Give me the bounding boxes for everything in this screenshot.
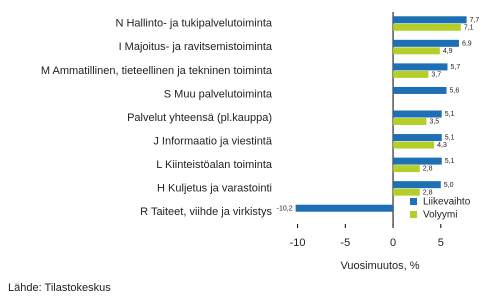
value-label: 4,3 [437,142,447,149]
bar [393,165,420,173]
bar [393,181,441,189]
bar [393,188,420,196]
x-tick-label: 5 [438,237,444,249]
bar [393,157,442,165]
category-label: L Kiinteistöalan toiminta [156,159,273,171]
value-label: 5,0 [444,182,454,189]
value-label: 5,1 [445,111,455,118]
category-label: S Muu palvelutoiminta [164,88,273,100]
legend-label: Liikevaihto [423,197,471,208]
value-label: 3,7 [431,71,441,78]
x-axis-label: Vuosimuutos, % [340,260,419,272]
value-label: 7,1 [464,24,474,31]
legend-swatch [410,211,417,218]
value-label: 3,5 [429,119,439,126]
category-label: Palvelut yhteensä (pl.kauppa) [127,112,272,124]
value-label: -10,2 [277,205,293,212]
x-tick-label: 0 [390,237,396,249]
value-label: 7,7 [470,17,480,24]
bar [393,63,448,71]
value-label: 2,8 [423,189,433,196]
bar [393,110,442,118]
bar [393,70,429,78]
bar [393,141,435,149]
x-tick-label: -10 [290,237,306,249]
category-label: N Hallinto- ja tukipalvelutoiminta [115,18,272,30]
value-label: 4,9 [443,48,453,55]
legend-label: Volyymi [423,210,457,221]
value-label: 5,6 [450,88,460,95]
bar [393,23,461,31]
bar [393,134,442,142]
value-label: 6,9 [462,40,472,47]
value-label: 5,7 [450,64,460,71]
category-label: R Taiteet, viihde ja virkistys [140,206,272,218]
bar [393,16,467,24]
legend-swatch [410,198,417,205]
x-tick-label: -5 [340,237,350,249]
source: Lähde: Tilastokeskus [8,282,111,294]
bar [393,118,427,125]
value-label: 5,1 [445,158,455,165]
category-label: J Informaatio ja viestintä [153,135,272,147]
value-label: 2,8 [423,166,433,173]
category-label: H Kuljetus ja varastointi [157,183,272,195]
bar [295,204,394,212]
bar [393,39,459,47]
bar [393,47,440,55]
category-label: I Majoitus- ja ravitsemistoiminta [119,41,273,53]
category-label: M Ammatillinen, tieteellinen ja tekninen… [41,65,273,77]
value-label: 5,1 [445,135,455,142]
bar [393,86,447,94]
